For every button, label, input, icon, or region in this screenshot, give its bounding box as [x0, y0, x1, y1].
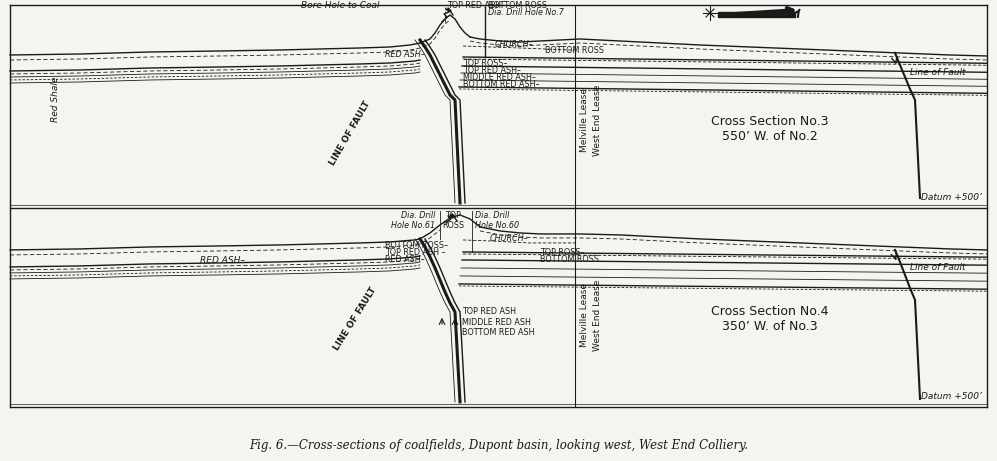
Text: Cross Section No.4: Cross Section No.4	[711, 305, 829, 318]
Text: TOP RED ASH –: TOP RED ASH –	[385, 248, 446, 257]
Text: MIDDLE RED ASH–: MIDDLE RED ASH–	[463, 73, 535, 82]
Text: Cross Section No.3: Cross Section No.3	[711, 115, 829, 128]
Text: Line of Fault: Line of Fault	[910, 68, 965, 77]
Polygon shape	[718, 12, 795, 17]
Text: Datum +500’: Datum +500’	[921, 193, 982, 202]
Text: RED ASH–: RED ASH–	[385, 50, 425, 59]
Text: LINE OF FAULT: LINE OF FAULT	[332, 285, 378, 352]
Text: Dia. Drill Hole No.7: Dia. Drill Hole No.7	[488, 8, 564, 17]
Text: BOTTOM RED ASH–: BOTTOM RED ASH–	[463, 80, 539, 89]
Text: LINE OF FAULT: LINE OF FAULT	[328, 100, 372, 167]
Text: TOP ROSS–: TOP ROSS–	[540, 248, 584, 257]
Text: TOP RED ASH: TOP RED ASH	[447, 1, 501, 10]
Text: Fig. 6.—Cross-sections of coal⁠fields, Dupont basin, looking west, West End Coll: Fig. 6.—Cross-sections of coal⁠fields, D…	[249, 439, 748, 452]
Text: 550’ W. of No.2: 550’ W. of No.2	[722, 130, 818, 143]
Text: BOTTOM ROSS: BOTTOM ROSS	[540, 255, 599, 264]
Text: TOP RED ASH
MIDDLE RED ASH
BOTTOM RED ASH: TOP RED ASH MIDDLE RED ASH BOTTOM RED AS…	[462, 307, 534, 337]
Text: Red Shale: Red Shale	[51, 77, 60, 122]
Text: 350’ W. of No.3: 350’ W. of No.3	[722, 320, 818, 333]
Text: Melville Lease: Melville Lease	[580, 88, 589, 152]
Text: Dia. Drill
Hole No.60: Dia. Drill Hole No.60	[475, 211, 519, 230]
Text: Datum +500’: Datum +500’	[921, 392, 982, 401]
Text: CHURCH–: CHURCH–	[495, 40, 533, 49]
Text: RED ASH–: RED ASH–	[385, 255, 425, 264]
Text: TOP ROSS–: TOP ROSS–	[463, 59, 507, 68]
Text: West End Lease: West End Lease	[593, 279, 602, 351]
Text: Line of Fault: Line of Fault	[910, 263, 965, 272]
Text: Dia. Drill
Hole No.61: Dia. Drill Hole No.61	[391, 211, 435, 230]
Text: Bore Hole to Coal: Bore Hole to Coal	[301, 1, 379, 10]
Text: RED ASH–: RED ASH–	[200, 256, 245, 265]
Text: BOTTOM ROSS: BOTTOM ROSS	[545, 46, 604, 55]
Text: BOTTOM ROSS: BOTTOM ROSS	[488, 1, 547, 10]
Text: TOP RED ASH–: TOP RED ASH–	[463, 66, 521, 75]
Text: TOP
ROSS: TOP ROSS	[442, 211, 464, 230]
Text: Melville Lease: Melville Lease	[580, 283, 589, 347]
Text: West End Lease: West End Lease	[593, 84, 602, 156]
Text: CHURCH–: CHURCH–	[490, 234, 528, 243]
Text: BOTTOM ROSS–: BOTTOM ROSS–	[385, 241, 448, 250]
